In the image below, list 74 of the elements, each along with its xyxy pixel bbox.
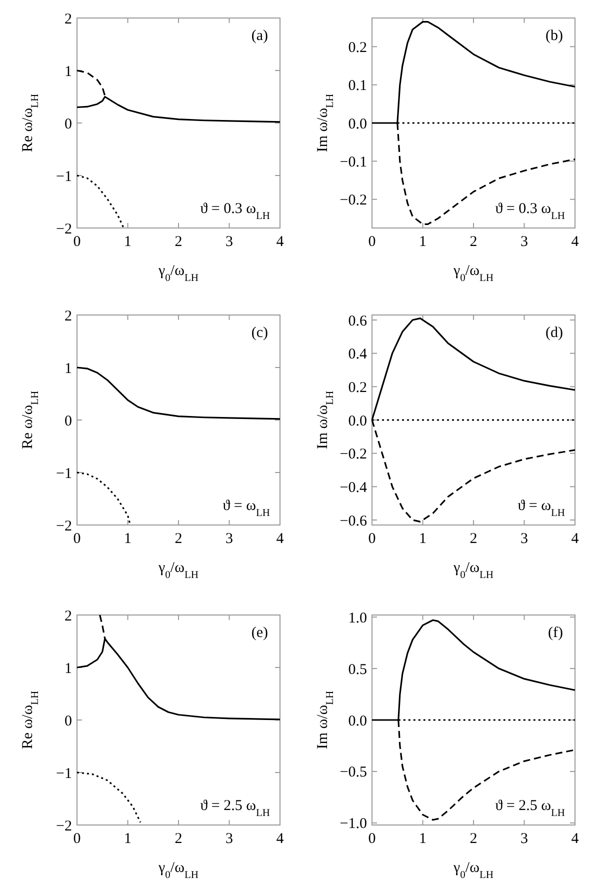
- x-tick-label: 4: [571, 831, 580, 847]
- x-tick-label: 3: [226, 234, 233, 250]
- x-tick-label: 3: [520, 234, 528, 250]
- y-tick-label: 2: [64, 11, 72, 28]
- x-tick-label: 4: [571, 531, 580, 547]
- x-tick-label: 1: [124, 234, 132, 250]
- y-tick-label: −2: [56, 818, 72, 834]
- x-axis-title: γ$_{0}$/ω$_{LH}$: [452, 560, 494, 580]
- y-tick-label: 2: [64, 608, 72, 624]
- y-tick-label: −2: [56, 518, 72, 534]
- y-tick-label: 2: [64, 308, 72, 324]
- x-tick-label: 4: [276, 234, 284, 250]
- annotation: (c): [251, 325, 268, 341]
- x-tick-label: 1: [419, 234, 426, 250]
- y-tick-label: −2: [56, 221, 72, 238]
- annotation: (a): [251, 28, 268, 44]
- x-tick-label: 1: [124, 831, 132, 847]
- y-tick-label: −0.5: [340, 764, 367, 781]
- x-tick-label: 4: [276, 831, 284, 847]
- y-tick-label: 0: [64, 713, 72, 730]
- x-tick-label: 3: [520, 831, 528, 847]
- x-tick-label: 1: [419, 531, 426, 547]
- annotation: ϑ = 0.3 ω$_{LH}$: [495, 201, 566, 222]
- y-tick-label: −1.0: [340, 816, 367, 832]
- y-tick-label: 1: [64, 660, 72, 677]
- y-tick-label: −0.2: [340, 192, 367, 209]
- x-tick-label: 1: [419, 831, 426, 847]
- x-tick-label: 4: [276, 531, 284, 547]
- x-tick-label: 1: [124, 531, 132, 547]
- y-tick-label: 0: [64, 413, 72, 430]
- x-axis-title: γ$_{0}$/ω$_{LH}$: [452, 263, 494, 284]
- annotation: ϑ = ω$_{LH}$: [518, 498, 566, 518]
- x-tick-label: 3: [226, 831, 233, 847]
- y-tick-label: −1: [56, 466, 72, 482]
- annotation: (b): [546, 28, 563, 44]
- x-tick-label: 2: [174, 234, 182, 250]
- annotation: ϑ = 2.5 ω$_{LH}$: [200, 798, 270, 818]
- annotation: (d): [546, 325, 563, 341]
- annotation: ϑ = ω$_{LH}$: [222, 498, 270, 518]
- y-tick-label: 0.1: [348, 78, 367, 94]
- x-axis-title: γ$_{0}$/ω$_{LH}$: [158, 560, 199, 580]
- y-tick-label: −1: [56, 766, 72, 782]
- y-tick-label: −0.6: [340, 513, 368, 530]
- y-tick-label: 0: [64, 116, 72, 132]
- y-tick-label: −0.2: [340, 446, 367, 463]
- x-tick-label: 3: [520, 531, 528, 547]
- y-tick-label: −0.1: [340, 154, 367, 170]
- y-tick-label: 1.0: [348, 610, 367, 626]
- y-tick-label: −1: [56, 168, 72, 185]
- y-tick-label: 1: [64, 360, 72, 377]
- x-axis-title: γ$_{0}$/ω$_{LH}$: [158, 860, 199, 880]
- x-tick-label: 3: [226, 531, 233, 547]
- y-tick-label: 0.4: [348, 346, 368, 363]
- y-tick-label: 0.6: [348, 313, 368, 330]
- annotation: (e): [251, 625, 268, 641]
- annotation: ϑ = 0.3 ω$_{LH}$: [200, 201, 270, 222]
- x-tick-label: 2: [174, 831, 182, 847]
- x-axis-title: γ$_{0}$/ω$_{LH}$: [452, 860, 494, 880]
- x-axis-title: γ$_{0}$/ω$_{LH}$: [158, 263, 199, 284]
- y-tick-label: 0.0: [348, 413, 367, 430]
- x-tick-label: 2: [174, 531, 182, 547]
- y-tick-label: −0.4: [340, 480, 368, 496]
- y-tick-label: 0.2: [348, 40, 367, 56]
- y-tick-label: 0.5: [348, 662, 367, 678]
- y-tick-label: 0.0: [348, 116, 367, 132]
- x-tick-label: 2: [470, 531, 478, 547]
- y-tick-label: 1: [64, 64, 72, 80]
- annotation: (f): [548, 625, 563, 641]
- y-tick-label: 0.0: [348, 713, 367, 730]
- x-tick-label: 2: [470, 234, 478, 250]
- y-tick-label: 0.2: [348, 380, 367, 396]
- annotation: ϑ = 2.5 ω$_{LH}$: [495, 798, 566, 818]
- x-tick-label: 4: [571, 234, 580, 250]
- x-tick-label: 2: [470, 831, 478, 847]
